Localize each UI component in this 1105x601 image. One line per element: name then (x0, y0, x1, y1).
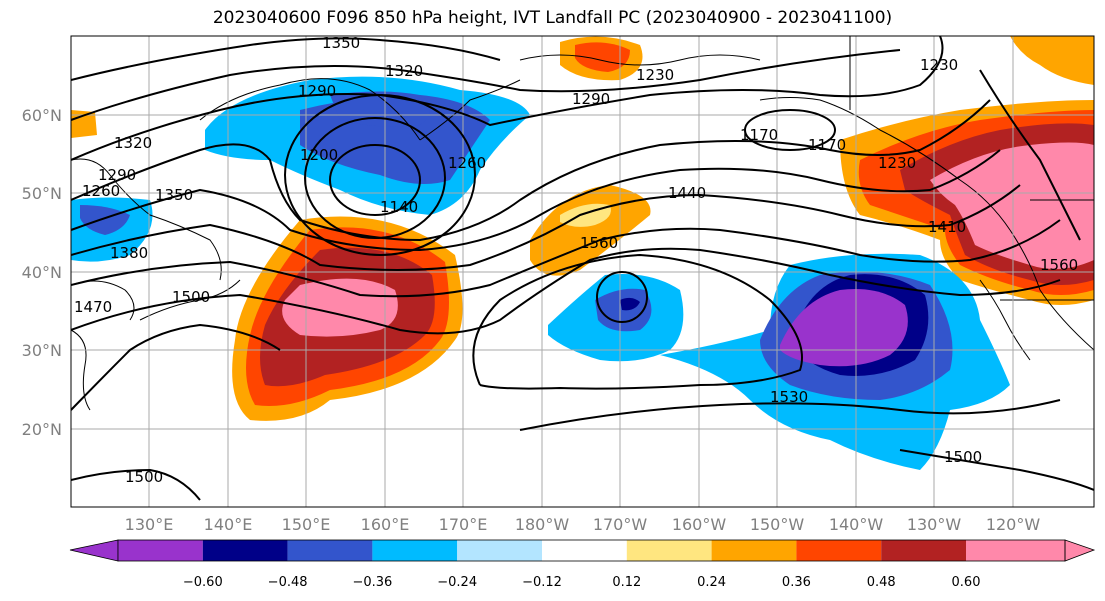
lon-label: 130°E (125, 515, 174, 534)
contour-label: 1380 (110, 244, 148, 262)
latitude-labels: 60°N 50°N 40°N 30°N 20°N (22, 106, 62, 439)
lat-label-40n: 40°N (22, 263, 62, 282)
lon-label: 150°E (282, 515, 331, 534)
contour-label: 1500 (125, 468, 163, 486)
contour-label: 1560 (1040, 256, 1078, 274)
colorbar-swatch (287, 540, 373, 561)
height-contours (71, 36, 1094, 501)
lon-label: 160°W (672, 515, 727, 534)
contour-label: 1440 (668, 184, 706, 202)
colorbar-tick-label: −0.24 (437, 575, 477, 590)
contour-labels: 1350 1320 1230 1290 1290 1260 1200 1140 … (74, 34, 1078, 486)
lat-label-20n: 20°N (22, 420, 62, 439)
lon-label: 170°E (439, 515, 488, 534)
lon-label: 180°W (515, 515, 570, 534)
colorbar-swatch (202, 540, 288, 561)
lat-label-30n: 30°N (22, 341, 62, 360)
positive-ivt-region-bering (560, 36, 643, 81)
colorbar-tick-label: 0.60 (952, 575, 981, 590)
lat-label-60n: 60°N (22, 106, 62, 125)
colorbar-under-triangle (69, 539, 119, 562)
colorbar-swatch (711, 540, 797, 561)
colorbar-swatch (626, 540, 712, 561)
contour-label: 1230 (636, 66, 674, 84)
colorbar-tick-label: 0.12 (612, 575, 641, 590)
negative-ivt-region-central (548, 274, 684, 362)
lon-label: 160°E (361, 515, 410, 534)
negative-ivt-region-west (71, 197, 153, 262)
lon-label: 170°W (593, 515, 648, 534)
contour-label: 1230 (878, 154, 916, 172)
contour-label: 1500 (944, 448, 982, 466)
colorbar-swatch (457, 540, 542, 561)
contour-label: 1140 (380, 198, 418, 216)
colorbar-tick-label: −0.48 (268, 575, 308, 590)
longitude-labels: 130°E 140°E 150°E 160°E 170°E 180°W 170°… (125, 515, 1041, 534)
lon-label: 140°W (829, 515, 884, 534)
colorbar-tick-label: −0.12 (522, 575, 562, 590)
lon-label: 150°W (750, 515, 805, 534)
colorbar-over-triangle (1064, 539, 1096, 562)
colorbar-swatch (881, 540, 966, 561)
contour-label: 1260 (82, 182, 120, 200)
colorbar-tick-label: −0.36 (352, 575, 392, 590)
colorbar-tick-label: 0.36 (782, 575, 811, 590)
contour-label: 1170 (740, 126, 778, 144)
map-frame (70, 35, 1095, 508)
contour-label: 1260 (448, 154, 486, 172)
contour-label: 1290 (572, 90, 610, 108)
colorbar-swatch (542, 540, 627, 561)
contour-label: 1320 (385, 62, 423, 80)
colorbar-tick-label: 0.24 (697, 575, 726, 590)
colorbar-ticks: −0.60 −0.48 −0.36 −0.24 −0.12 0.12 0.24 … (183, 575, 981, 590)
contour-label: 1530 (770, 388, 808, 406)
map-area: 1350 1320 1230 1290 1290 1260 1200 1140 … (71, 34, 1094, 507)
contour-label: 1560 (580, 234, 618, 252)
contour-label: 1410 (928, 218, 966, 236)
lat-label-50n: 50°N (22, 184, 62, 203)
lon-label: 120°W (986, 515, 1041, 534)
colorbar-swatch (118, 540, 203, 561)
colorbar: −0.60 −0.48 −0.36 −0.24 −0.12 0.12 0.24 … (69, 539, 1096, 590)
colorbar-tick-label: 0.48 (867, 575, 896, 590)
contour-label: 1500 (172, 288, 210, 306)
contour-label: 1350 (155, 186, 193, 204)
lon-label: 130°W (907, 515, 962, 534)
contour-label: 1320 (114, 134, 152, 152)
contour-label: 1350 (322, 34, 360, 52)
colorbar-swatch (796, 540, 882, 561)
contour-label: 1200 (300, 146, 338, 164)
colorbar-swatch (372, 540, 458, 561)
map-title: 2023040600 F096 850 hPa height, IVT Land… (212, 8, 893, 28)
contour-label: 1290 (98, 166, 136, 184)
positive-ivt-region-east (71, 36, 1094, 305)
contour-label: 1470 (74, 298, 112, 316)
contour-label: 1230 (920, 56, 958, 74)
contour-label: 1170 (808, 136, 846, 154)
lon-label: 140°E (204, 515, 253, 534)
contour-label: 1290 (298, 82, 336, 100)
colorbar-swatch (966, 540, 1065, 561)
colorbar-tick-label: −0.60 (183, 575, 223, 590)
